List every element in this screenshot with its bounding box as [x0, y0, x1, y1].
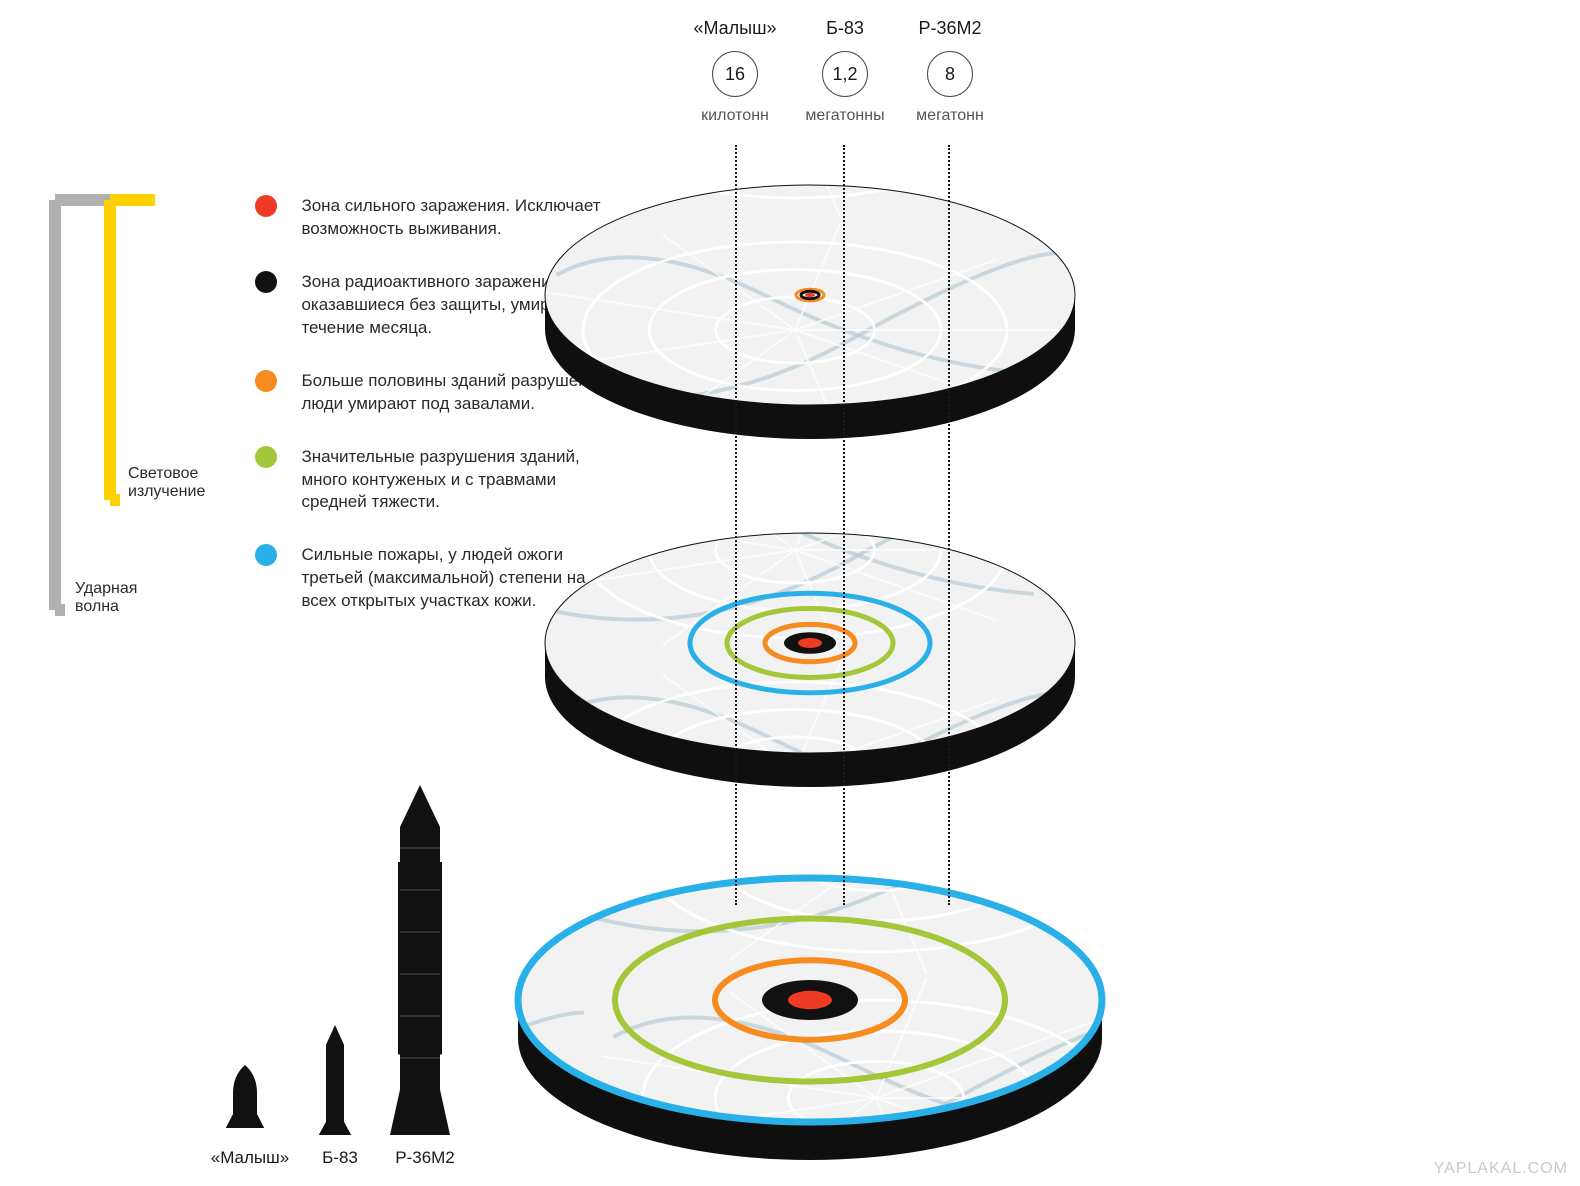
dotted-leader — [735, 145, 737, 905]
ring-fill — [798, 638, 822, 648]
dotted-leader — [843, 145, 845, 905]
ring-fill — [788, 991, 832, 1009]
disc-2 — [518, 878, 1102, 1160]
ring-fill — [805, 293, 815, 297]
disc-0 — [545, 185, 1075, 439]
discs-area — [0, 0, 1580, 1186]
disc-1 — [545, 533, 1075, 787]
dotted-leader — [948, 145, 950, 905]
